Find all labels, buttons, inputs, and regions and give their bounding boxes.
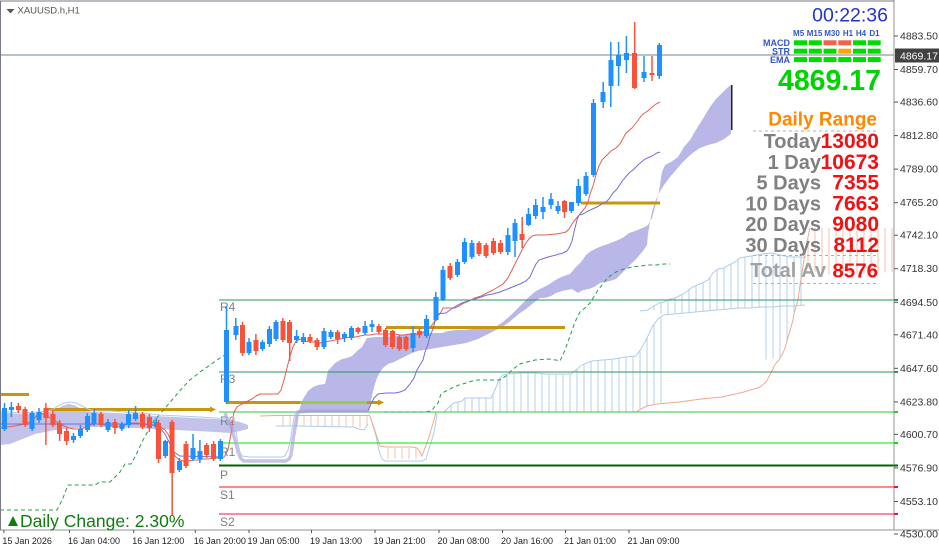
svg-text:16 Jan 20:00: 16 Jan 20:00 [194, 536, 246, 546]
svg-text:30 Days: 30 Days [745, 235, 821, 257]
svg-text:20 Jan 16:00: 20 Jan 16:00 [501, 536, 553, 546]
svg-text:9080: 9080 [832, 213, 879, 236]
svg-text:13080: 13080 [821, 130, 879, 153]
svg-text:M30: M30 [824, 29, 840, 38]
svg-text:EMA: EMA [770, 55, 791, 65]
svg-text:4576.90: 4576.90 [900, 462, 938, 474]
svg-text:XAUUSD.h,H1: XAUUSD.h,H1 [18, 6, 80, 17]
svg-text:4694.50: 4694.50 [900, 297, 938, 309]
svg-text:8576: 8576 [832, 260, 878, 283]
svg-text:4553.10: 4553.10 [900, 496, 938, 508]
svg-text:4883.50: 4883.50 [900, 31, 938, 43]
svg-text:19 Jan 21:00: 19 Jan 21:00 [374, 536, 426, 546]
svg-text:4530.00: 4530.00 [900, 528, 938, 540]
svg-text:Daily Change: 2.30%: Daily Change: 2.30% [20, 511, 184, 531]
svg-text:5 Days: 5 Days [757, 173, 822, 195]
svg-text:16 Jan 04:00: 16 Jan 04:00 [68, 536, 120, 546]
svg-text:R1: R1 [220, 445, 236, 459]
svg-text:S1: S1 [220, 488, 235, 502]
svg-text:4600.70: 4600.70 [900, 429, 938, 441]
svg-text:H1: H1 [843, 29, 854, 38]
svg-text:MACD: MACD [763, 38, 790, 48]
svg-text:10 Days: 10 Days [745, 193, 821, 215]
svg-text:P: P [220, 468, 228, 482]
svg-text:4623.80: 4623.80 [900, 396, 938, 408]
svg-text:4671.40: 4671.40 [900, 329, 938, 341]
svg-text:7663: 7663 [832, 192, 879, 215]
svg-text:7355: 7355 [832, 172, 879, 195]
svg-text:20 Jan 08:00: 20 Jan 08:00 [438, 536, 490, 546]
svg-text:19 Jan 13:00: 19 Jan 13:00 [310, 536, 362, 546]
svg-text:16 Jan 12:00: 16 Jan 12:00 [132, 536, 184, 546]
svg-text:S2: S2 [220, 515, 235, 529]
svg-text:H4: H4 [856, 29, 867, 38]
svg-text:8112: 8112 [833, 234, 879, 257]
svg-text:00:22:36: 00:22:36 [812, 5, 888, 27]
svg-text:4789.00: 4789.00 [900, 164, 938, 176]
svg-text:STR: STR [772, 47, 791, 57]
svg-text:4765.20: 4765.20 [900, 197, 938, 209]
svg-text:4836.60: 4836.60 [900, 97, 938, 109]
svg-text:D1: D1 [869, 29, 880, 38]
svg-text:M5: M5 [793, 29, 805, 38]
svg-text:4742.10: 4742.10 [900, 230, 938, 242]
svg-text:Total Av: Total Av [750, 260, 827, 282]
svg-text:Today: Today [764, 131, 822, 153]
svg-text:4869.17: 4869.17 [778, 65, 881, 97]
svg-text:21 Jan 01:00: 21 Jan 01:00 [564, 536, 616, 546]
svg-text:4859.70: 4859.70 [900, 64, 938, 76]
svg-text:4869.17: 4869.17 [900, 51, 938, 63]
svg-text:10673: 10673 [821, 151, 879, 174]
svg-text:R4: R4 [220, 300, 236, 314]
svg-text:21 Jan 09:00: 21 Jan 09:00 [628, 536, 680, 546]
svg-text:20 Days: 20 Days [745, 214, 821, 236]
svg-text:4647.60: 4647.60 [900, 363, 938, 375]
svg-text:1 Day: 1 Day [768, 152, 822, 174]
svg-text:15 Jan 2026: 15 Jan 2026 [2, 536, 52, 546]
svg-text:Daily Range: Daily Range [768, 110, 877, 131]
svg-text:4812.80: 4812.80 [900, 130, 938, 142]
svg-text:19 Jan 05:00: 19 Jan 05:00 [248, 536, 300, 546]
svg-text:4718.30: 4718.30 [900, 263, 938, 275]
svg-text:M15: M15 [807, 29, 823, 38]
